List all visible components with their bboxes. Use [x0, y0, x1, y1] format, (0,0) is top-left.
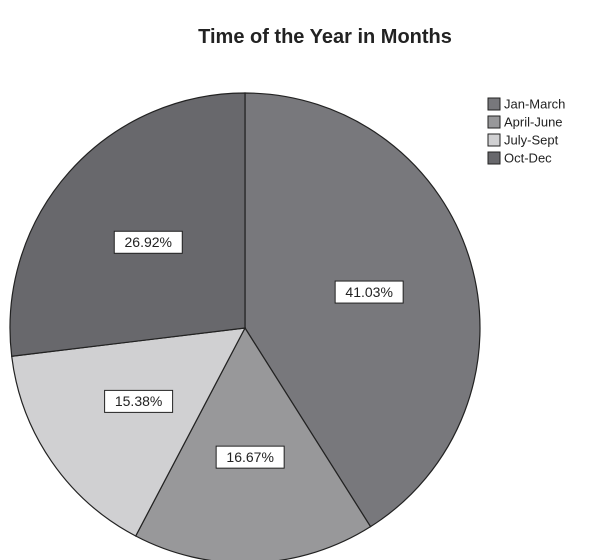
legend-swatch [487, 133, 501, 147]
legend-swatch [487, 97, 501, 111]
pie-slice [11, 327, 247, 537]
data-label-box [215, 445, 285, 469]
chart-title: Time of the Year in Months [198, 26, 452, 48]
data-label: 16.67% [226, 449, 273, 465]
data-label-box [334, 280, 404, 304]
pie-slice [9, 92, 246, 357]
legend-label: July-Sept [504, 132, 559, 147]
legend-swatch [487, 151, 501, 165]
legend-label: Jan-March [504, 96, 565, 111]
data-label: 15.38% [115, 393, 162, 409]
legend-label: Oct-Dec [504, 150, 552, 165]
pie-slice [244, 92, 481, 528]
data-label: 26.92% [125, 234, 172, 250]
pie-slice [134, 326, 372, 560]
data-label-box [104, 389, 174, 413]
legend-swatch [487, 115, 501, 129]
data-label-box [113, 230, 183, 254]
legend-label: April-June [504, 114, 563, 129]
data-label: 41.03% [345, 284, 392, 300]
